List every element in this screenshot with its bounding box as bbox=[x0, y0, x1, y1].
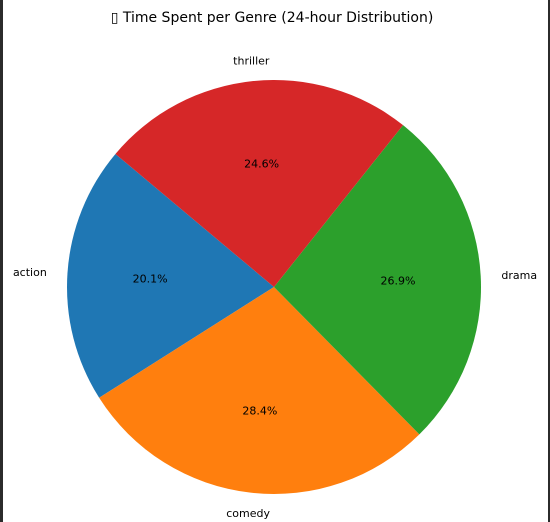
chart-title: ▯ Time Spent per Genre (24-hour Distribu… bbox=[111, 10, 434, 26]
percent-labels: 20.1% 28.4% 26.9% 24.6% bbox=[133, 157, 416, 417]
pie-slice-comedy bbox=[99, 287, 420, 494]
pie-slice-drama bbox=[274, 125, 481, 435]
pie-chart: ▯ Time Spent per Genre (24-hour Distribu… bbox=[13, 10, 537, 520]
category-labels: action comedy drama thriller bbox=[13, 54, 537, 520]
category-label-comedy: comedy bbox=[226, 507, 270, 520]
pie-slices bbox=[67, 80, 481, 494]
category-label-drama: drama bbox=[501, 269, 537, 282]
percent-label-action: 20.1% bbox=[133, 273, 168, 286]
category-label-thriller: thriller bbox=[233, 54, 270, 67]
figure-canvas: ▯ Time Spent per Genre (24-hour Distribu… bbox=[3, 0, 548, 522]
pie-slice-action bbox=[67, 153, 275, 398]
pie-slice-thriller bbox=[115, 80, 404, 287]
percent-label-thriller: 24.6% bbox=[244, 157, 279, 170]
percent-label-drama: 26.9% bbox=[381, 275, 416, 288]
category-label-action: action bbox=[13, 266, 47, 279]
percent-label-comedy: 28.4% bbox=[242, 404, 277, 417]
